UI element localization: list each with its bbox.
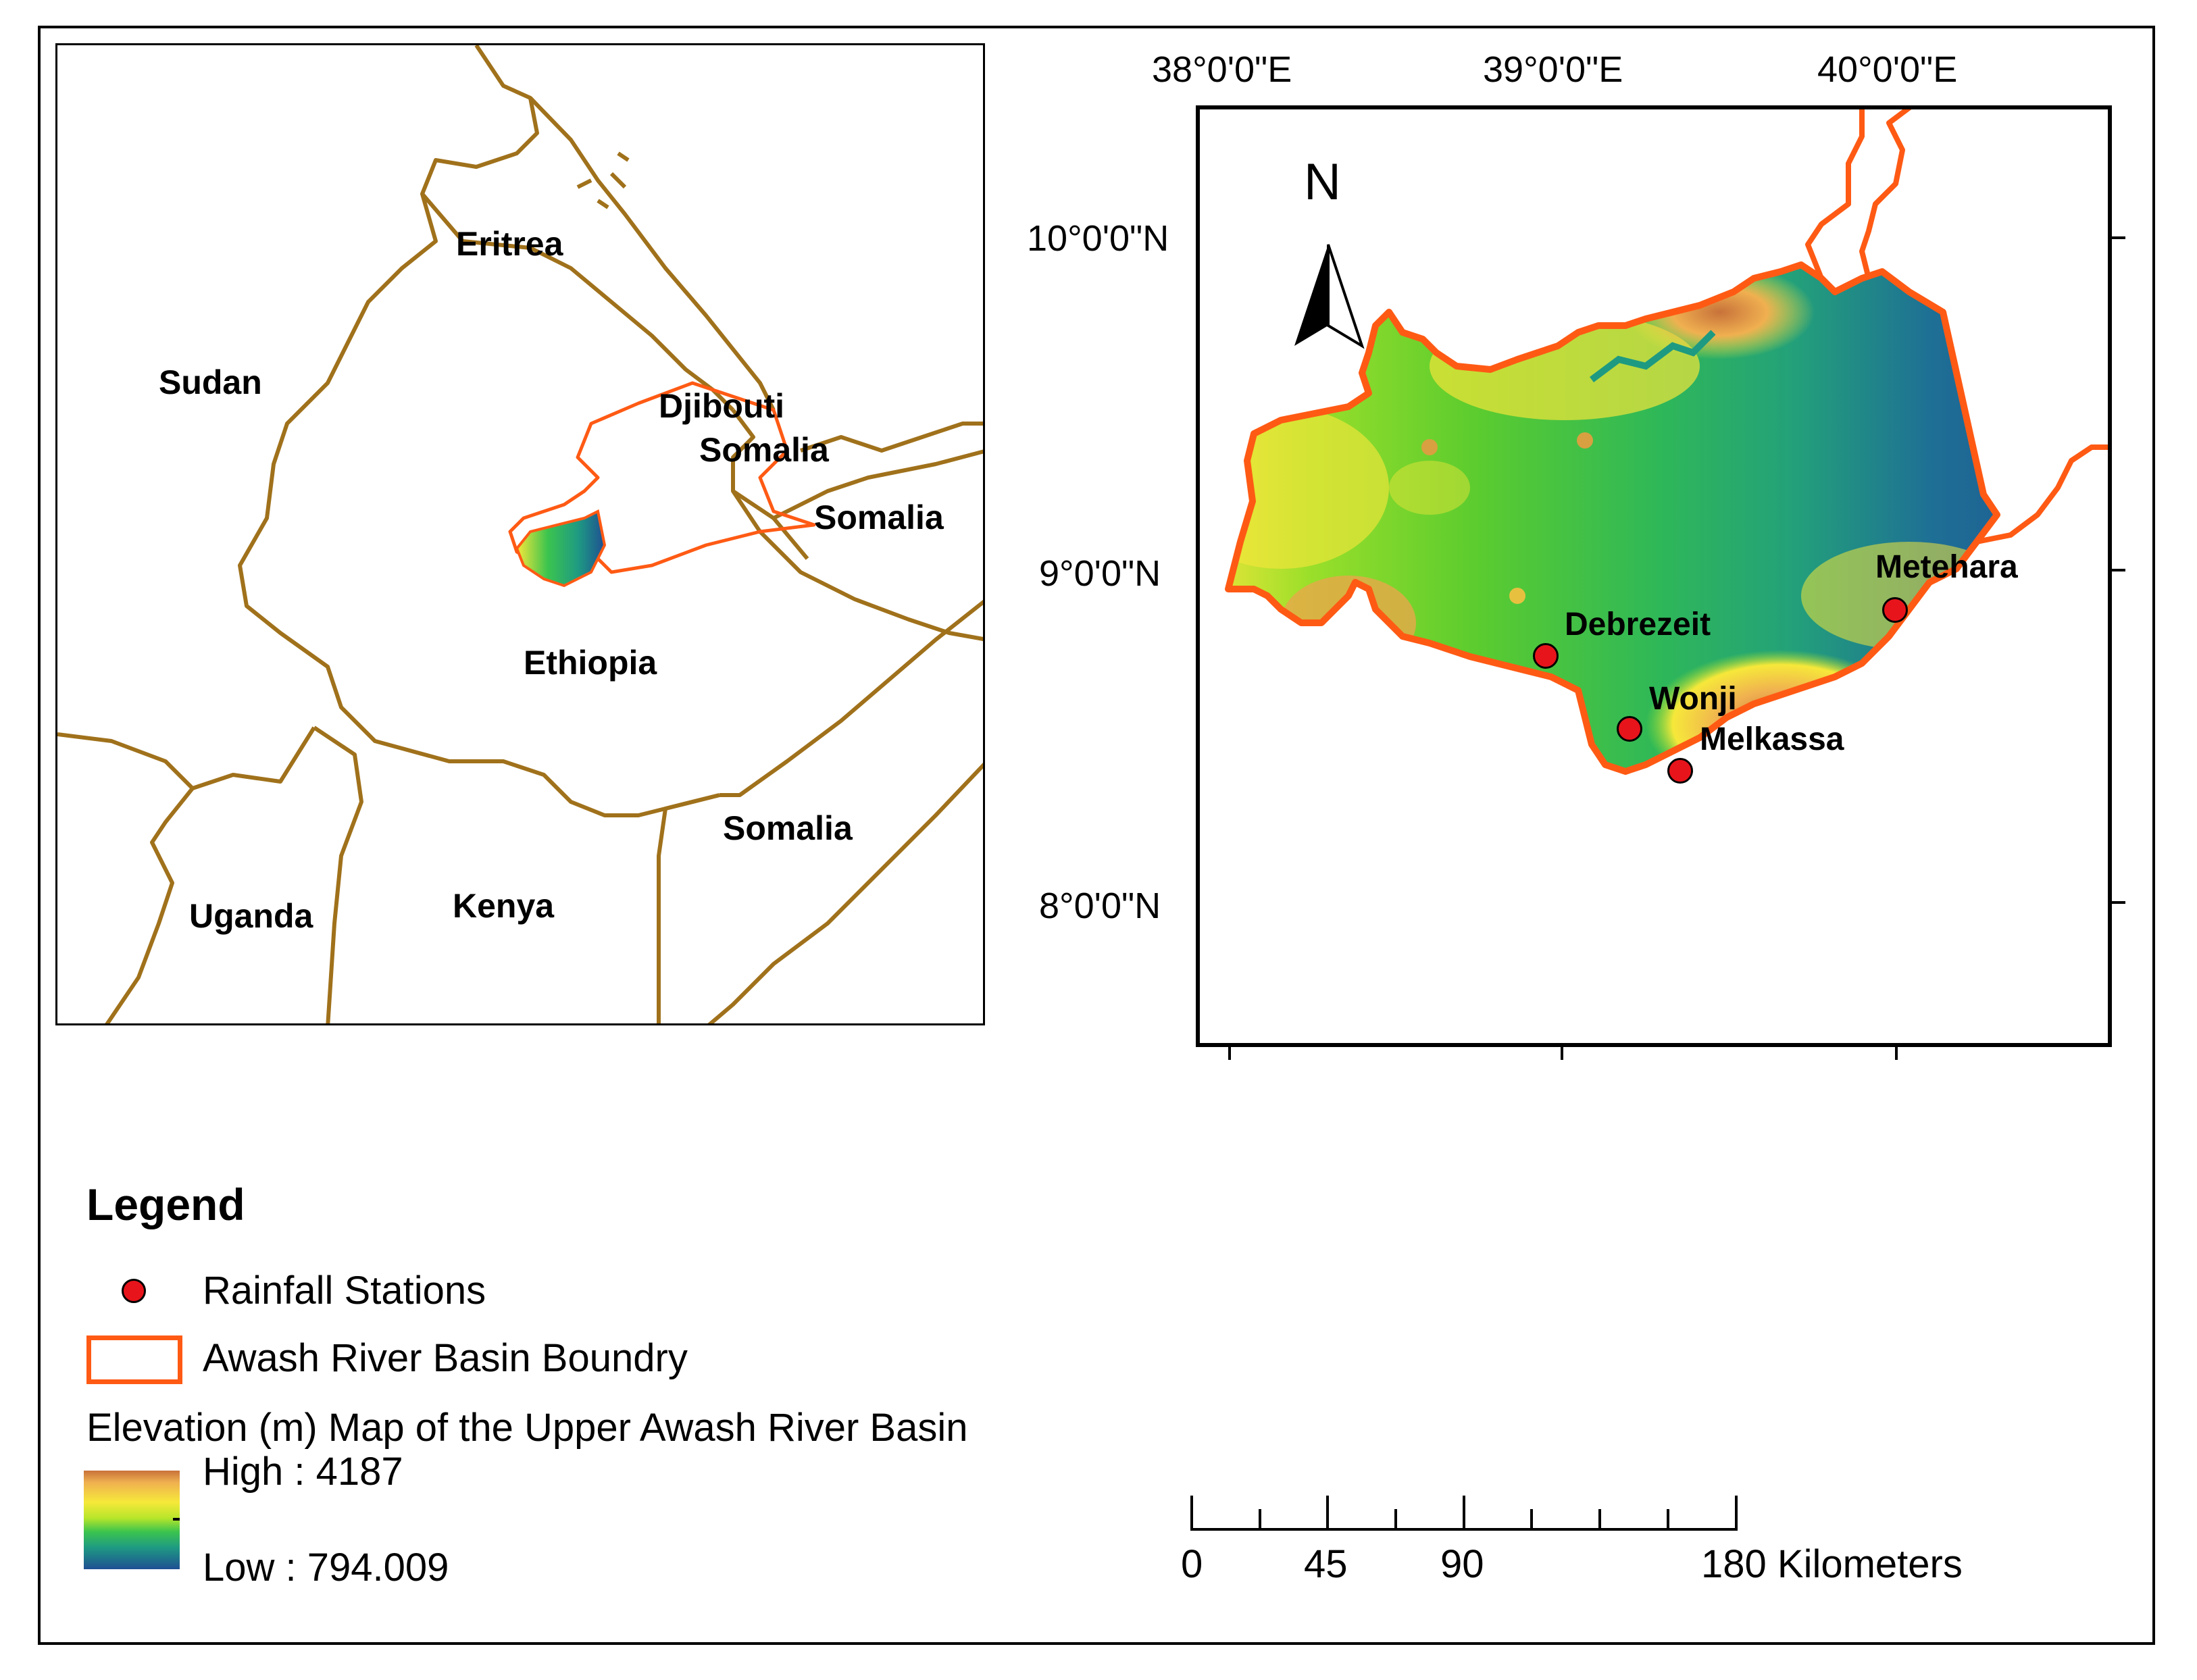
label-uganda: Uganda	[189, 897, 313, 935]
station-label-wonji: Wonji	[1649, 681, 1737, 717]
station-dot-metehara[interactable]	[1882, 597, 1908, 623]
station-label-metehara: Metehara	[1875, 549, 2018, 585]
lon-label-39: 39°0'0"E	[1483, 49, 1623, 90]
legend-high-label: High : 4187	[203, 1450, 403, 1494]
tick-bottom-40	[1895, 1044, 1898, 1060]
tick-right-9	[2109, 569, 2125, 571]
legend-boundary-symbol	[86, 1335, 182, 1384]
label-eritrea: Eritrea	[456, 225, 563, 263]
basin-boundary	[1225, 261, 2000, 775]
label-sudan: Sudan	[159, 363, 262, 401]
tick-right-8	[2109, 901, 2125, 904]
east-boundary-line	[1976, 444, 2108, 544]
legend-stations-label: Rainfall Stations	[203, 1269, 486, 1313]
station-label-melkassa: Melkassa	[1700, 721, 1844, 757]
lat-label-9: 9°0'0"N	[1039, 553, 1161, 594]
tick-right-10	[2109, 236, 2125, 239]
label-kenya: Kenya	[453, 887, 555, 925]
scale-label-180: 180 Kilometers	[1701, 1542, 1963, 1586]
station-label-debrezeit: Debrezeit	[1565, 607, 1711, 642]
legend-elevation-ramp	[84, 1471, 180, 1569]
label-somalia-south: Somalia	[723, 809, 853, 847]
station-dot-melkassa[interactable]	[1667, 758, 1693, 784]
north-arrow-icon	[1294, 244, 1365, 349]
tick-bottom-38	[1228, 1044, 1231, 1060]
lon-label-40: 40°0'0"E	[1817, 49, 1958, 90]
lon-label-38: 38°0'0"E	[1152, 49, 1292, 90]
legend-station-symbol	[122, 1279, 146, 1303]
lat-label-10: 10°0'0"N	[1027, 218, 1169, 259]
legend-title: Legend	[86, 1179, 245, 1229]
figure-frame	[38, 26, 2155, 1645]
north-arrow-label: N	[1304, 153, 1341, 211]
inset-location-map: Eritrea Sudan Djibouti Somalia Somalia E…	[55, 43, 985, 1025]
legend-ramp-tick	[173, 1518, 180, 1521]
lat-label-8: 8°0'0"N	[1039, 886, 1161, 926]
label-djibouti: Djibouti	[659, 387, 785, 425]
label-ethiopia: Ethiopia	[524, 644, 657, 682]
label-somalia-north: Somalia	[699, 431, 829, 469]
main-basin-map: Metehara Debrezeit Wonji Melkassa	[1196, 105, 2112, 1047]
legend-low-label: Low : 794.009	[203, 1546, 449, 1589]
legend-elevation-title: Elevation (m) Map of the Upper Awash Riv…	[86, 1406, 968, 1450]
station-dot-debrezeit[interactable]	[1533, 643, 1559, 669]
scale-label-90: 90	[1440, 1542, 1484, 1586]
inset-basin-dem	[515, 509, 607, 588]
inset-borders-svg	[57, 45, 983, 1023]
station-dot-wonji[interactable]	[1617, 716, 1642, 742]
scale-label-0: 0	[1181, 1542, 1203, 1586]
tick-bottom-39	[1561, 1044, 1563, 1060]
basin-dem-svg	[1225, 109, 2108, 775]
scale-label-45: 45	[1304, 1542, 1348, 1586]
north-boundary-line	[1805, 109, 1865, 280]
legend-boundary-label: Awash River Basin Boundry	[203, 1336, 688, 1380]
label-somalia-east: Somalia	[814, 499, 944, 536]
north-boundary-line-2	[1859, 109, 1912, 279]
